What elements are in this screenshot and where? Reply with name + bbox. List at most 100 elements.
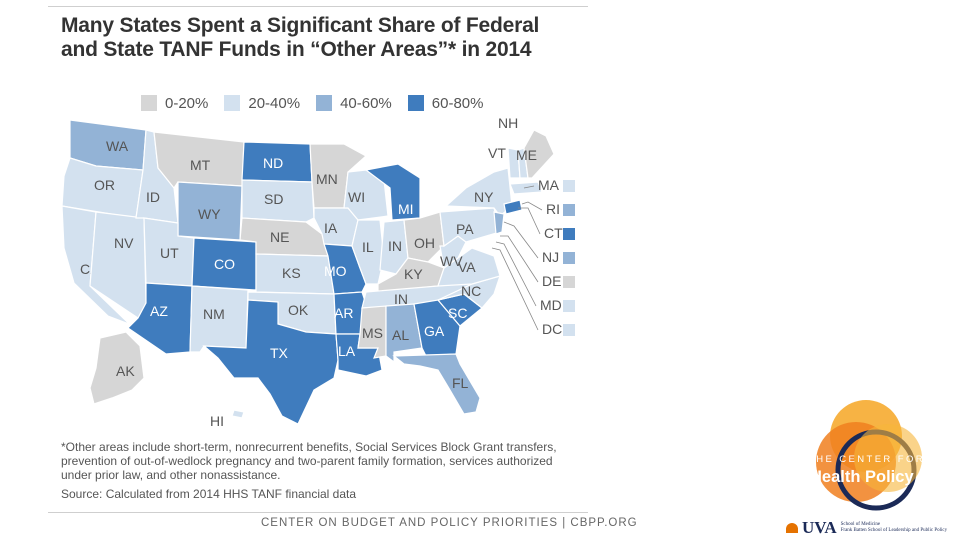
state-label: KY xyxy=(404,266,423,282)
state-KS[interactable]: KS xyxy=(255,253,335,295)
state-label: IN xyxy=(388,238,402,254)
uva-subtext-line: Frank Batten School of Leadership and Pu… xyxy=(840,528,948,533)
state-label: VA xyxy=(458,259,476,275)
state-label: OK xyxy=(288,302,309,318)
footnote-line: prevention of out-of-wedlock pregnancy a… xyxy=(61,454,553,468)
callout-label-MA: MA xyxy=(538,177,560,193)
state-label: NC xyxy=(461,283,481,299)
state-OH[interactable]: OH xyxy=(403,211,445,263)
state-label: MS xyxy=(362,325,383,341)
source-note: Source: Calculated from 2014 HHS TANF fi… xyxy=(61,487,357,501)
state-label: SC xyxy=(448,305,467,321)
legend-label: 60-80% xyxy=(431,94,484,112)
state-PA[interactable]: PA xyxy=(439,207,501,248)
state-ME[interactable]: ME xyxy=(516,129,555,179)
top-divider xyxy=(48,6,588,7)
state-AK[interactable]: AK xyxy=(89,331,145,405)
state-WI[interactable]: WI xyxy=(343,169,389,221)
state-KY[interactable]: KY xyxy=(377,257,445,293)
state-NM[interactable]: NM xyxy=(189,285,249,353)
state-ND[interactable]: ND xyxy=(241,141,313,183)
state-label: MO xyxy=(324,263,347,279)
state-TX[interactable]: TX xyxy=(202,299,339,425)
state-label: VT xyxy=(488,145,506,161)
state-label: SD xyxy=(264,191,283,207)
state-label: ND xyxy=(263,155,283,171)
cbpp-credit: CENTER ON BUDGET AND POLICY PRIORITIES |… xyxy=(261,517,638,529)
state-label: ME xyxy=(516,147,537,163)
callout-label-DC: DC xyxy=(542,321,562,337)
legend-label: 20-40% xyxy=(248,94,301,112)
state-label: HI xyxy=(210,413,224,429)
state-label: WY xyxy=(198,206,221,222)
footnote-line: under prior law, and other nonassistance… xyxy=(61,468,281,482)
state-WY[interactable]: WY xyxy=(177,181,243,241)
state-label: UT xyxy=(160,245,179,261)
callout-label-DE: DE xyxy=(542,273,561,289)
state-label: CO xyxy=(214,256,235,272)
us-choropleth-map: WA OR CA NV ID MT WY UT AZ CO NM ND SD N… xyxy=(61,115,575,429)
footnote-line: *Other areas include short-term, nonrecu… xyxy=(61,440,557,454)
state-CO[interactable]: CO xyxy=(191,237,257,291)
callout-swatch-MA xyxy=(563,180,575,192)
uva-wordmark: UVA xyxy=(802,518,837,537)
callout-swatch-DC xyxy=(563,324,575,336)
state-label: NM xyxy=(203,306,225,322)
callout-label-MD: MD xyxy=(540,297,562,313)
chart-title: Many States Spent a Significant Share of… xyxy=(61,14,540,61)
footnote: *Other areas include short-term, nonrecu… xyxy=(61,440,586,482)
state-label: IN xyxy=(394,291,408,307)
callout-label-RI: RI xyxy=(546,201,560,217)
state-label: OH xyxy=(414,235,435,251)
legend-label: 0-20% xyxy=(165,94,209,112)
state-NJ[interactable] xyxy=(493,211,505,235)
state-HI[interactable]: HI xyxy=(210,409,245,429)
state-AZ[interactable]: AZ xyxy=(127,282,193,355)
legend-item-0-20: 0-20% xyxy=(141,95,208,112)
state-NY[interactable]: NY xyxy=(444,167,513,217)
callout-leader-lines xyxy=(491,185,543,331)
legend-item-60-80: 60-80% xyxy=(407,94,484,112)
state-label: MI xyxy=(398,201,414,217)
center-for-health-policy-logo: THE CENTER FOR Health Policy xyxy=(808,400,925,511)
callout-swatch-RI xyxy=(563,204,575,216)
rotunda-icon xyxy=(786,523,798,533)
state-label: WV xyxy=(440,253,463,269)
state-CT[interactable] xyxy=(503,199,523,215)
state-label: IL xyxy=(362,239,374,255)
state-IN[interactable]: IN xyxy=(379,219,409,275)
legend: 0-20% 20-40% 40-60% 60-80% xyxy=(141,92,483,114)
state-label: PA xyxy=(456,221,474,237)
uva-subtext-line: School of Medicine xyxy=(840,522,881,527)
state-VT[interactable]: VT xyxy=(488,145,521,179)
logo-line1: THE CENTER FOR xyxy=(808,454,925,465)
state-label: MN xyxy=(316,171,338,187)
state-label: AR xyxy=(334,305,353,321)
state-label: WA xyxy=(106,138,129,154)
state-VA[interactable]: VA xyxy=(437,247,501,287)
legend-label: 40-60% xyxy=(340,94,392,112)
state-IL[interactable]: IL xyxy=(351,219,385,285)
state-SD[interactable]: SD xyxy=(241,179,315,223)
state-label: AZ xyxy=(150,303,168,319)
state-NC[interactable]: NC xyxy=(437,275,501,309)
state-FL[interactable]: FL xyxy=(392,353,481,415)
callout-swatch-MD xyxy=(563,300,575,312)
state-label: TX xyxy=(270,345,289,361)
state-label: NH xyxy=(498,115,518,131)
state-label: WI xyxy=(348,189,365,205)
state-NE[interactable]: NE xyxy=(239,217,329,257)
state-MT[interactable]: MT xyxy=(153,131,245,190)
state-label: LA xyxy=(338,343,356,359)
state-MS[interactable]: MS xyxy=(357,305,387,359)
callout-swatch-NJ xyxy=(563,252,575,264)
state-label: FL xyxy=(452,375,469,391)
callout-swatch-CT xyxy=(563,228,575,240)
callout-label-NJ: NJ xyxy=(542,249,559,265)
state-label: AK xyxy=(116,363,135,379)
state-label: NE xyxy=(270,229,289,245)
state-OR[interactable]: OR xyxy=(61,157,144,219)
callout-label-CT: CT xyxy=(544,225,563,241)
state-label: OR xyxy=(94,177,115,193)
state-label: NV xyxy=(114,235,134,251)
